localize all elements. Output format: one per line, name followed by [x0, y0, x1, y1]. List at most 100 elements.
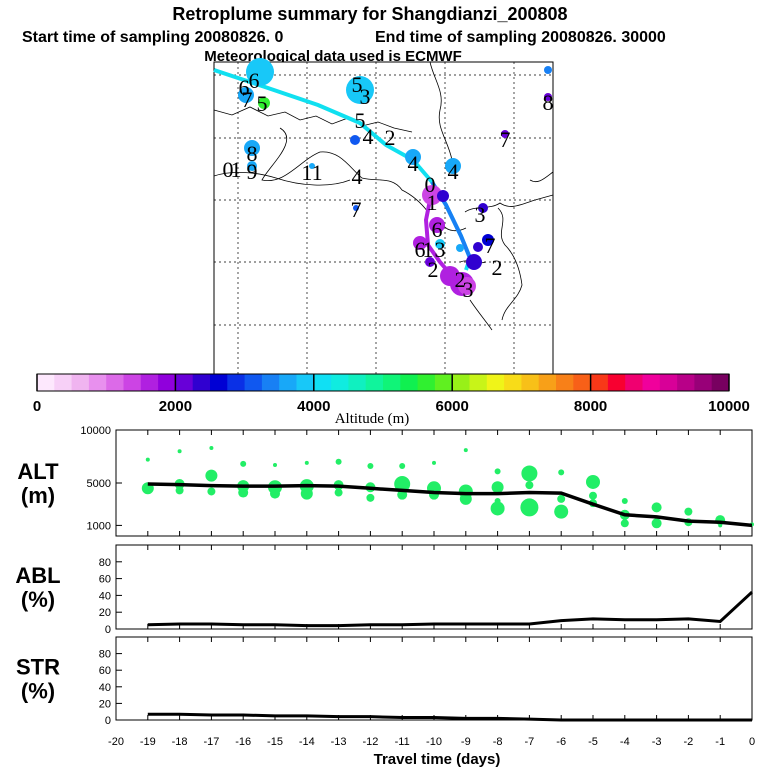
- map-label: 6: [249, 68, 260, 93]
- alt-cluster-point: [494, 468, 501, 475]
- str-line: [147, 712, 752, 722]
- alt-cluster-point: [521, 465, 538, 482]
- colorbar-tick-label: 10000: [708, 398, 750, 415]
- alt-cluster-point: [273, 462, 277, 467]
- cluster-dot: [458, 277, 476, 295]
- alt-cluster-point: [209, 446, 214, 451]
- cluster-dot: [435, 239, 445, 249]
- colorbar-cell: [642, 374, 661, 391]
- colorbar-cell: [469, 374, 488, 391]
- alt-cluster-point: [589, 491, 597, 500]
- colorbar-cell: [521, 374, 540, 391]
- alt-cluster-point: [586, 474, 600, 489]
- colorbar-cell: [677, 374, 695, 391]
- cluster-dot: [405, 149, 421, 165]
- x-tick-label: -5: [588, 736, 598, 748]
- cluster-dot: [258, 97, 270, 109]
- x-tick-label: -10: [426, 736, 442, 748]
- x-tick-label: -7: [525, 736, 535, 748]
- figure-title: Retroplume summary for Shangdianzi_20080…: [172, 4, 567, 24]
- y-tick-label: 0: [105, 715, 111, 727]
- alt-cluster-point: [270, 488, 280, 499]
- map-label: 8: [543, 90, 554, 115]
- alt-cluster-point: [459, 492, 472, 505]
- y-tick-label: 10000: [80, 425, 111, 437]
- alt-cluster-point: [463, 448, 468, 453]
- y-tick-label: 0: [105, 624, 111, 636]
- y-tick-label: 20: [99, 698, 111, 710]
- cluster-dot: [466, 254, 482, 270]
- colorbar-tick-label: 4000: [297, 398, 330, 415]
- cluster-dot: [309, 163, 315, 169]
- map-frame: [213, 61, 554, 375]
- cluster-dot: [544, 93, 552, 101]
- cluster-dot: [353, 205, 359, 211]
- alt-cluster-point: [240, 460, 247, 467]
- map-label: 3: [475, 202, 486, 227]
- x-tick-label: -1: [715, 736, 725, 748]
- cluster-dot: [437, 190, 449, 202]
- x-tick-label: -3: [652, 736, 662, 748]
- colorbar-cell: [106, 374, 124, 391]
- x-tick-label: -6: [556, 736, 566, 748]
- map-label: 6: [239, 75, 250, 100]
- alt-cluster-point: [366, 493, 375, 502]
- map-label: 3: [360, 84, 371, 109]
- colorbar-cell: [504, 374, 522, 391]
- colorbar-cell: [417, 374, 436, 391]
- x-tick-label: -9: [461, 736, 471, 748]
- map-label: 5: [355, 108, 366, 133]
- alt-cluster-point: [432, 460, 436, 465]
- abl-panel: 0 20 40 60 80 ABL(%): [15, 544, 754, 636]
- x-tick-label: -2: [684, 736, 694, 748]
- cluster-dot: [473, 242, 483, 252]
- alt-panel: 1000 5000 10000 ALT(m): [17, 425, 754, 537]
- cluster-dot: [346, 76, 374, 104]
- colorbar-cell: [54, 374, 73, 391]
- alt-cluster-point: [525, 481, 534, 490]
- y-tick-label: 60: [99, 665, 111, 677]
- map-label: 1: [231, 157, 242, 182]
- y-tick-label: 40: [99, 590, 111, 602]
- str-unit: (%): [21, 679, 55, 704]
- y-tick-label: 80: [99, 557, 111, 569]
- cluster-dot: [425, 257, 435, 267]
- alt-cluster-point: [399, 463, 406, 470]
- alt-cluster-point: [300, 487, 313, 500]
- map-label: 7: [351, 197, 362, 222]
- start-time-label: Start time of sampling 20080826. 0: [22, 29, 284, 46]
- alt-cluster-point: [490, 501, 505, 516]
- alt-cluster-point: [557, 494, 566, 503]
- colorbar-cell: [261, 374, 280, 391]
- alt-cluster-point: [491, 481, 504, 494]
- alt-cluster-point: [558, 469, 565, 476]
- colorbar-cell: [244, 374, 263, 391]
- y-tick-label: 5000: [87, 478, 111, 490]
- cluster-dot: [478, 203, 488, 213]
- str-panel: 0 20 40 60 80 STR(%): [16, 636, 753, 727]
- map-label: 0: [425, 172, 436, 197]
- map-label: 5: [257, 91, 268, 116]
- abl-label: ABL: [15, 563, 60, 588]
- alt-cluster-point: [520, 498, 539, 517]
- colorbar-cell: [348, 374, 367, 391]
- cluster-dot: [413, 236, 427, 250]
- alt-cluster-point: [334, 488, 343, 497]
- colorbar-cell: [175, 374, 194, 391]
- colorbar-label: Altitude (m): [335, 411, 410, 427]
- map-label: 2: [428, 257, 439, 282]
- x-tick-label: -4: [620, 736, 630, 748]
- map-label: 4: [448, 159, 459, 184]
- x-tick-label: -12: [362, 736, 378, 748]
- x-tick-label: -17: [203, 736, 219, 748]
- alt-cluster-point: [651, 502, 662, 513]
- colorbar-cells: [37, 374, 730, 391]
- colorbar-cell: [556, 374, 574, 391]
- colorbar-cell: [192, 374, 211, 391]
- map-label: 7: [500, 127, 511, 152]
- colorbar-tick-label: 0: [33, 398, 41, 415]
- travel-time-axis: Travel time (days) -20 -19 -18 -17 -16 -15 -14…: [108, 736, 755, 768]
- y-tick-label: 60: [99, 574, 111, 586]
- map-label: 7: [485, 233, 496, 258]
